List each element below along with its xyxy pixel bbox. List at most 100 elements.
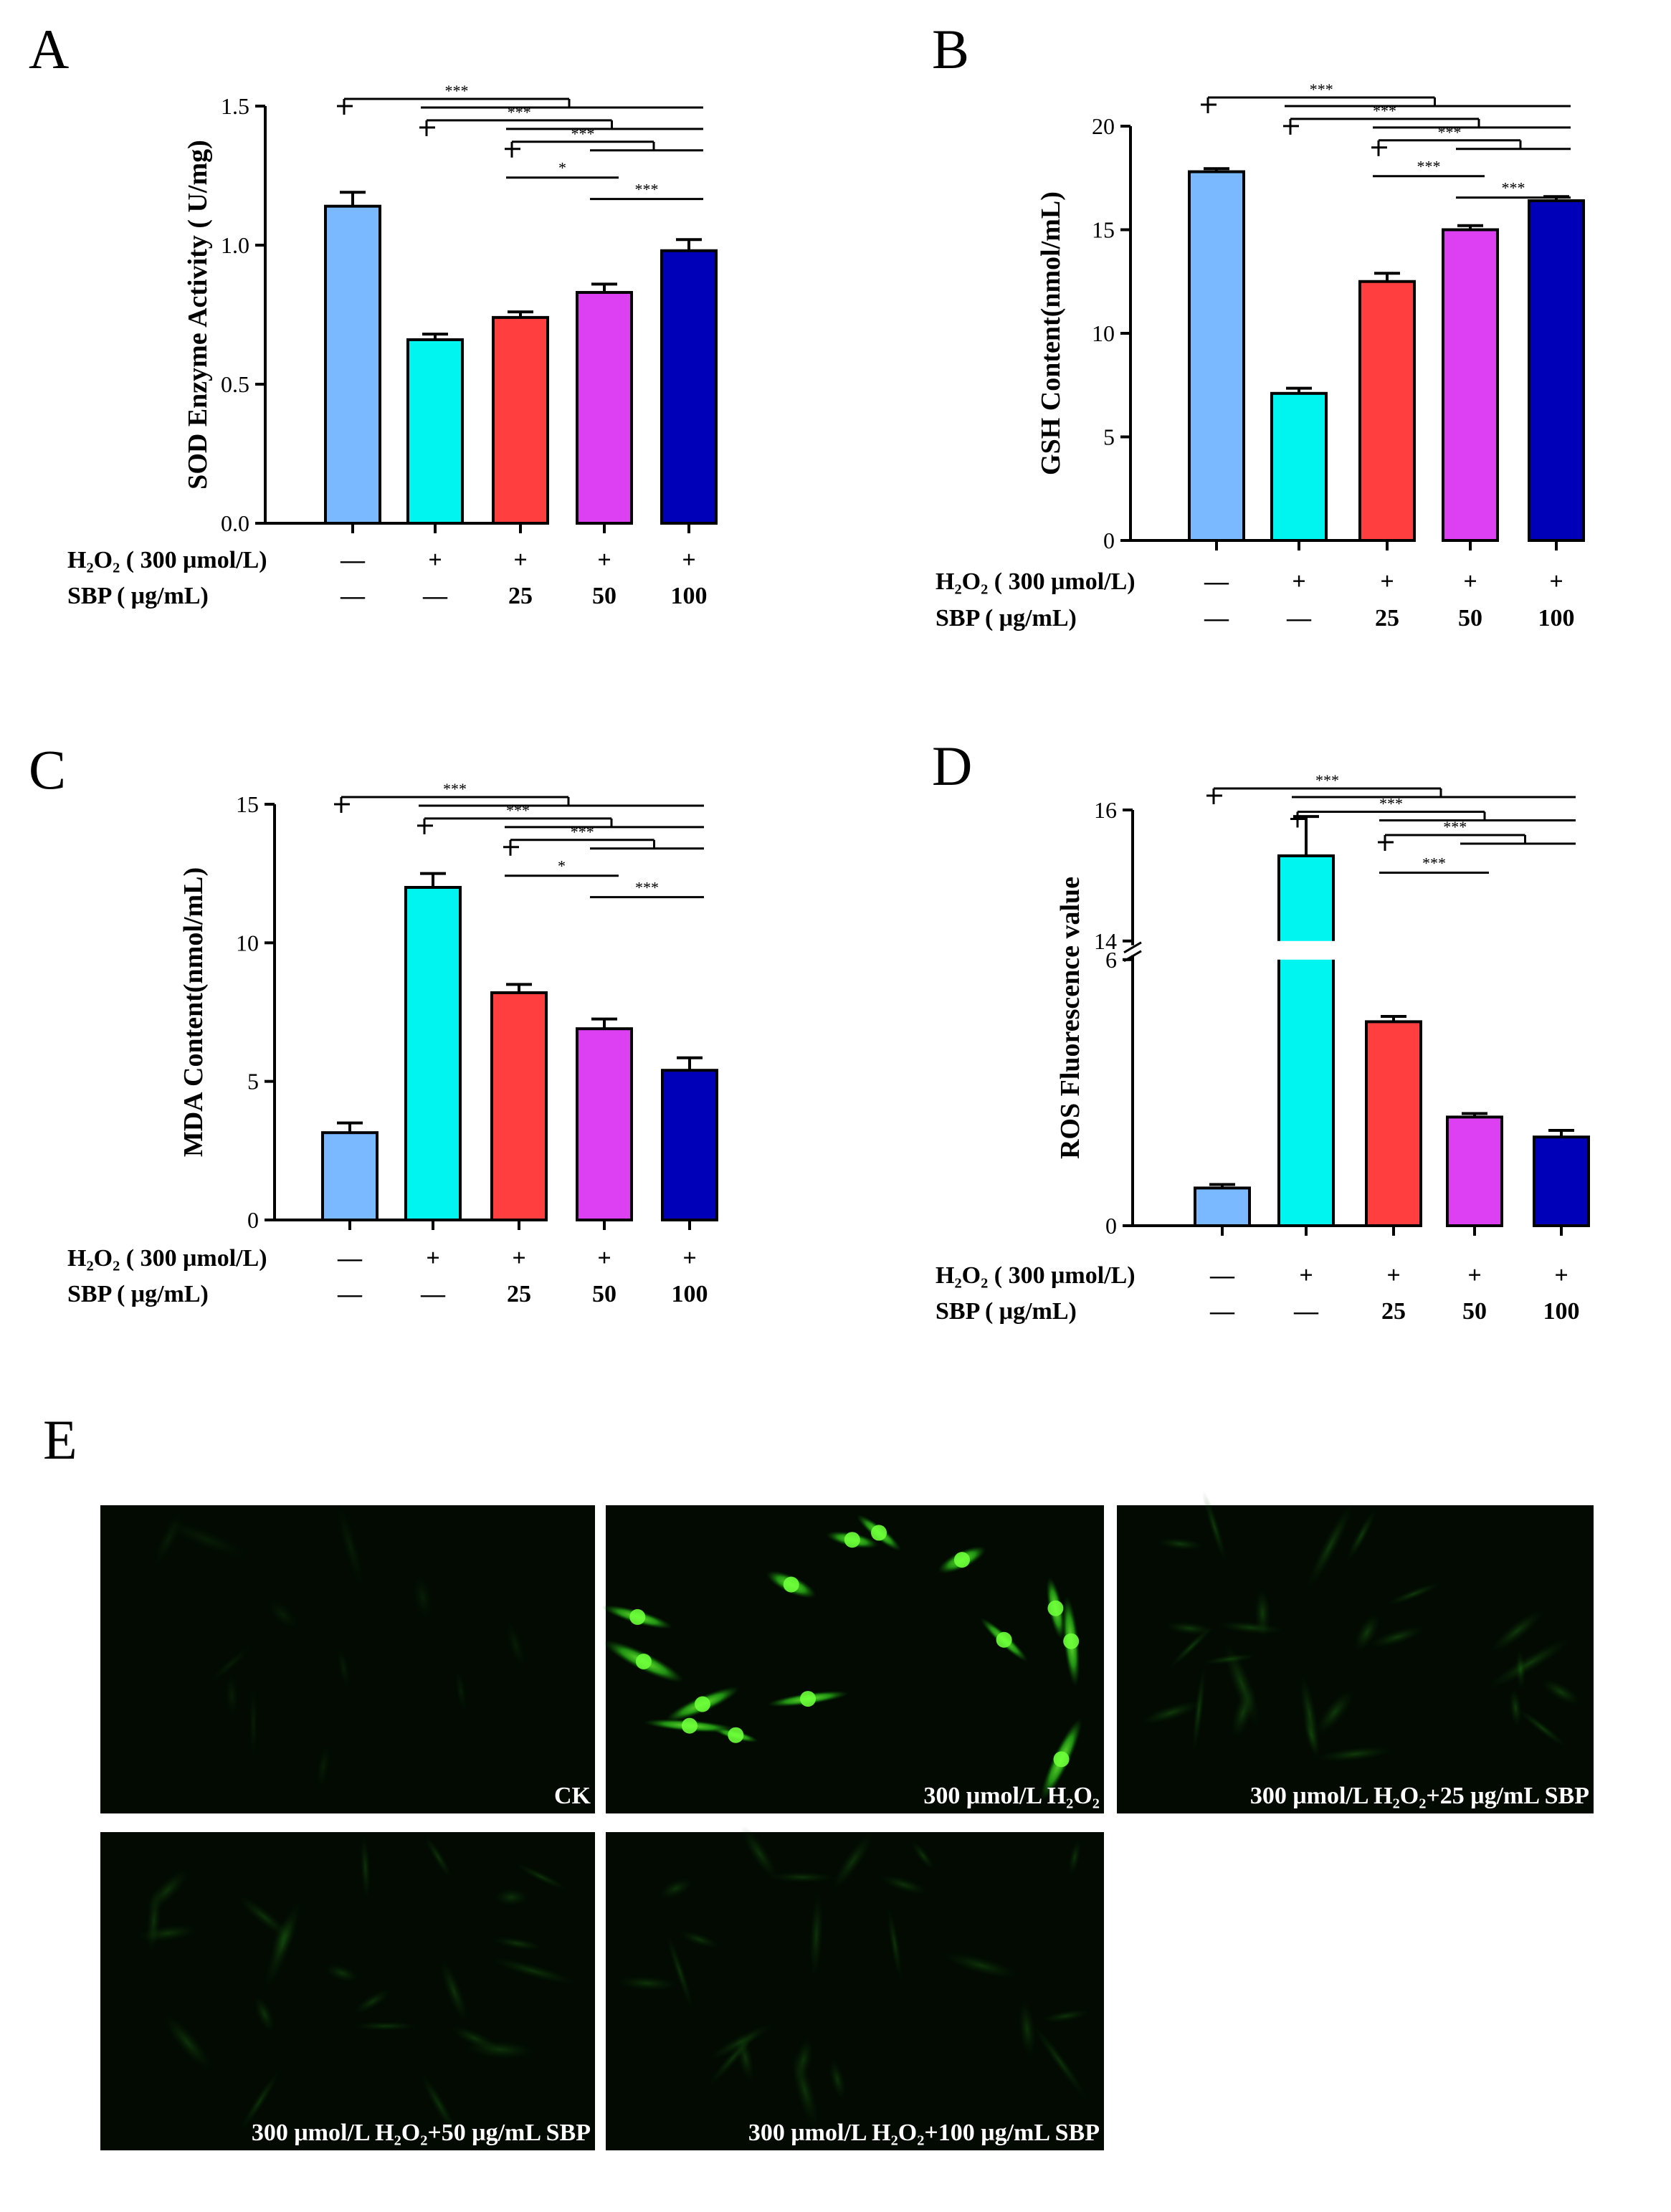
cell-nucleus [1053, 1751, 1070, 1768]
sig-label: *** [443, 780, 467, 798]
condition-value: — [340, 583, 366, 609]
condition-value: + [1299, 1262, 1313, 1289]
cell [336, 1646, 351, 1689]
sig-label: * [558, 857, 566, 875]
bar [1277, 854, 1335, 1227]
condition-label: SBP ( μg/mL) [936, 1298, 1077, 1325]
sig-label: *** [1438, 123, 1462, 141]
bar [406, 338, 464, 525]
bar [324, 204, 381, 525]
panel-letter: D [932, 735, 972, 797]
y-tick-label: 0 [1103, 528, 1115, 553]
condition-value: — [1209, 1262, 1235, 1289]
cell-nucleus [1063, 1633, 1080, 1649]
cell [1306, 1502, 1354, 1590]
cell [209, 1644, 253, 1684]
cell [910, 1840, 936, 1871]
cell [351, 2021, 419, 2031]
cell [706, 2023, 774, 2061]
condition-value: + [1549, 568, 1563, 595]
condition-value: — [1204, 605, 1229, 631]
condition-value: — [1209, 1298, 1235, 1325]
bar [1528, 199, 1585, 542]
cell [1303, 1712, 1320, 1758]
bar [490, 991, 548, 1222]
condition-value: 100 [671, 583, 708, 609]
cell [489, 1957, 578, 1985]
y-axis-label: ROS Fluorescence value [1055, 877, 1085, 1159]
condition-value: + [1380, 568, 1394, 595]
bar [1194, 1186, 1251, 1227]
cell-nucleus [953, 1552, 970, 1568]
panel-D: D 0 614 16 ROS Fluorescence value *** *** *** **… [932, 735, 1590, 1325]
cell [254, 1996, 275, 2033]
y-tick-label: 6 [1105, 947, 1117, 973]
condition-value: 100 [1538, 605, 1575, 631]
condition-label: SBP ( μg/mL) [67, 1281, 209, 1307]
y-tick-label: 0.5 [221, 371, 249, 397]
micrograph-5: 300 μmol/L H₂O₂+100 μg/mL SBP [606, 1826, 1104, 2150]
condition-value: + [1292, 568, 1305, 595]
y-tick-label: 16 [1094, 797, 1117, 823]
sig-label: *** [1315, 771, 1339, 789]
y-tick-label: 15 [236, 791, 259, 817]
y-tick-label: 5 [1103, 424, 1115, 450]
sig-label: *** [506, 801, 530, 819]
cell [614, 1975, 680, 1991]
condition-value: — [420, 1281, 446, 1307]
cell [1222, 1641, 1262, 1728]
cell [146, 1887, 162, 1955]
y-tick-label: 15 [1092, 217, 1115, 243]
cell [830, 1831, 875, 1892]
condition-value: — [340, 547, 366, 573]
cell [809, 1891, 824, 1980]
cell [1140, 1700, 1202, 1725]
condition-label: H₂O₂ ( 300 μmol/L) [67, 547, 267, 573]
cell-nucleus [844, 1532, 860, 1548]
bar [404, 886, 462, 1221]
condition-label: SBP ( μg/mL) [936, 605, 1077, 631]
cell [1032, 2023, 1089, 2102]
sig-label: *** [508, 103, 531, 121]
cell [224, 1672, 239, 1719]
bar [1442, 228, 1499, 542]
y-tick-label: 1.0 [221, 232, 249, 258]
micrograph-background [1117, 1505, 1594, 1813]
cell [237, 1894, 292, 1940]
cell [678, 1930, 720, 1949]
cell [793, 2036, 814, 2083]
cell [767, 1871, 837, 1883]
cell [239, 2069, 280, 2133]
condition-label: H₂O₂ ( 300 μmol/L) [67, 1245, 267, 1272]
condition-value: + [682, 547, 695, 573]
sig-label: *** [445, 82, 469, 100]
cell [162, 2013, 213, 2072]
sig-label: *** [1310, 80, 1333, 98]
condition-value: 25 [508, 583, 533, 609]
y-tick-label: 14 [1094, 928, 1117, 954]
sig-label: *** [1443, 818, 1467, 836]
sig-label: *** [635, 181, 659, 199]
cell [153, 1510, 184, 1568]
condition-value: — [337, 1245, 363, 1272]
condition-value: 100 [672, 1281, 708, 1307]
y-tick-label: 20 [1092, 113, 1115, 139]
condition-value: 50 [1462, 1298, 1487, 1325]
condition-value: + [1386, 1262, 1400, 1289]
micrograph-caption: 300 μmol/L H₂O₂ [923, 1783, 1100, 1809]
condition-value: + [426, 1245, 439, 1272]
cell [493, 1888, 530, 1907]
condition-value: 100 [1543, 1298, 1580, 1325]
bar-break-gap [1277, 940, 1336, 960]
cell [665, 1931, 695, 2013]
cell-nucleus [728, 1727, 744, 1743]
condition-value: — [1286, 605, 1312, 631]
sig-label: *** [1502, 179, 1525, 197]
bar [1533, 1135, 1590, 1228]
cell [515, 1863, 568, 1891]
cell [1315, 1746, 1395, 1763]
condition-value: 50 [1458, 605, 1482, 631]
cell [1254, 1588, 1272, 1639]
condition-label: SBP ( μg/mL) [67, 583, 209, 609]
